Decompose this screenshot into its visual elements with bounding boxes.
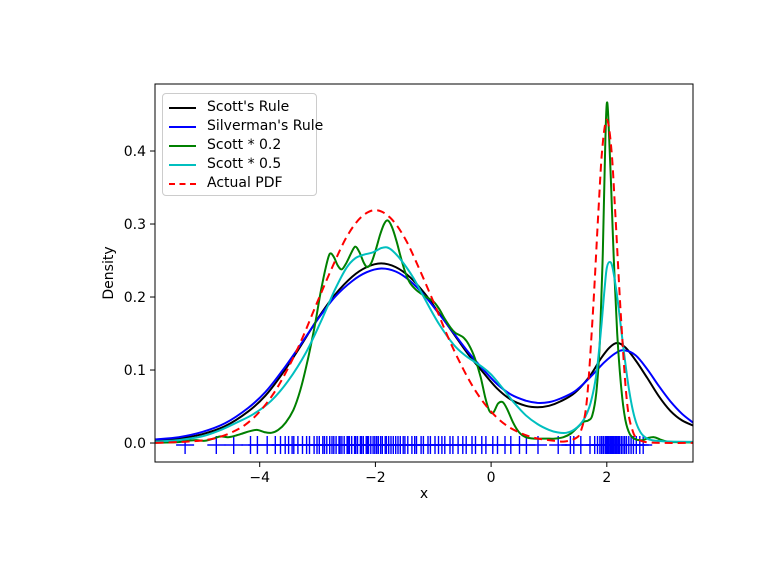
x-tick-label: −4 [249,470,270,486]
y-axis-label: Density [101,246,117,299]
legend-line-swatch [169,144,196,147]
rug-mark [207,436,226,454]
ticks-layer: −4 −2 0 2 0.0 0.1 0.2 0.3 0.4 [124,144,612,486]
legend-line-swatch [169,125,196,128]
legend-label: Scott's Rule [207,99,290,115]
legend-label: Scott * 0.2 [207,137,282,153]
series-line-scott-0-5 [155,246,694,443]
legend: Scott's Rule Silverman's Rule Scott * 0.2 S… [162,93,323,196]
series-line-scott-s-rule [155,262,694,442]
x-tick-label: 0 [487,470,496,486]
series-line-scott-0-2 [155,101,694,444]
legend-label: Scott * 0.5 [207,156,282,172]
y-tick-label: 0.4 [124,144,146,160]
legend-entry: Actual PDF [169,174,310,193]
legend-line-swatch [169,163,196,166]
legend-line-swatch [169,182,196,185]
legend-label: Actual PDF [207,175,283,191]
y-tick-label: 0.1 [124,363,146,379]
legend-entry: Scott * 0.2 [169,136,310,155]
x-tick-label: 2 [602,470,611,486]
legend-entry: Scott * 0.5 [169,155,310,174]
axes-spines [154,83,694,463]
legend-entry: Silverman's Rule [169,117,323,136]
rug-plot [176,436,653,454]
y-tick-label: 0.3 [124,217,146,233]
series-layer [155,101,694,444]
series-line-actual-pdf [155,118,694,444]
y-tick-label: 0.2 [124,290,146,306]
rug-mark [224,436,243,454]
legend-label: Silverman's Rule [207,118,324,134]
y-tick-label: 0.0 [124,436,146,452]
legend-line-swatch [169,106,196,109]
legend-entry: Scott's Rule [169,98,310,117]
series-line-silverman-s-rule [155,267,694,441]
x-axis-label: x [420,486,428,502]
x-tick-label: −2 [365,470,386,486]
